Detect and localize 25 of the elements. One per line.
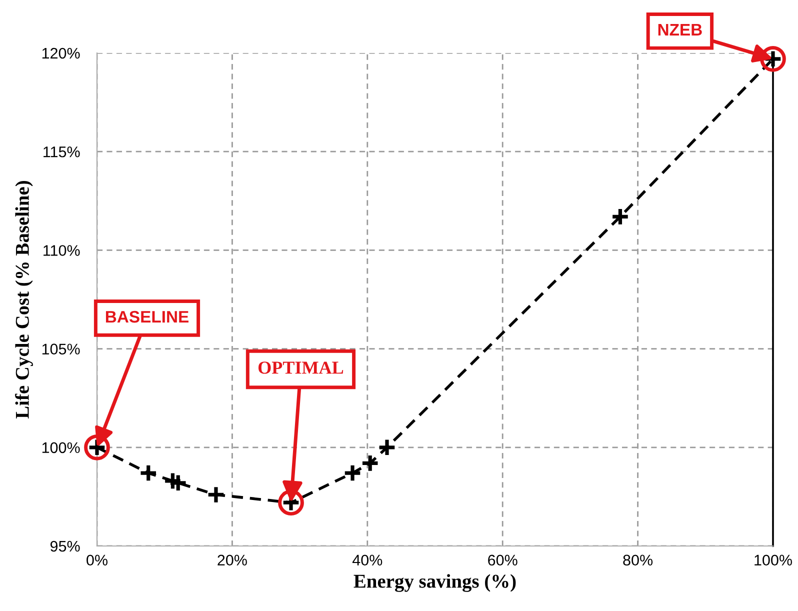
annotation: OPTIMAL — [258, 362, 344, 374]
point — [163, 471, 182, 490]
point — [378, 438, 396, 457]
y-tick-label: 120% — [42, 48, 80, 59]
point — [138, 464, 158, 482]
x-tick-label: 40% — [352, 554, 382, 566]
point — [206, 485, 226, 504]
y-tick-label: 105% — [42, 344, 80, 354]
x-tick-label: 0% — [86, 554, 108, 566]
y-tick-label: 100% — [42, 442, 80, 454]
y-tick-label: 95% — [50, 540, 80, 552]
x-axis-title: Energy savings (%) — [354, 574, 516, 592]
point — [610, 207, 630, 226]
y-axis-title: Life Cycle Cost (% Baseline) — [15, 181, 33, 419]
x-tick-label: 60% — [488, 554, 518, 566]
point — [360, 454, 380, 473]
y-tick-label: 115% — [44, 146, 80, 158]
x-tick-label: 20% — [218, 554, 247, 566]
point — [168, 473, 188, 492]
x-tick-label: 80% — [623, 554, 653, 566]
annotation: BASELINE — [106, 310, 188, 323]
x-tick-label: 100% — [754, 554, 792, 566]
y-tick-label: 110% — [44, 245, 80, 256]
point — [343, 464, 362, 482]
annotation: NZEB — [658, 24, 702, 36]
